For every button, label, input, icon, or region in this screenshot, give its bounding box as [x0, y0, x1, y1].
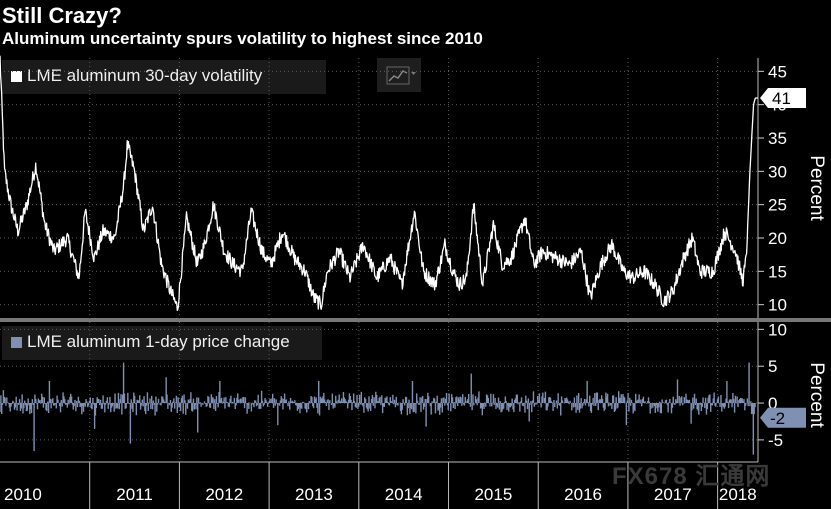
y-tick-label-top: 45 — [768, 62, 787, 81]
legend-swatch-volatility — [11, 71, 22, 82]
y-tick-label-bottom: 10 — [768, 320, 787, 339]
x-tick-label: 2015 — [474, 485, 512, 504]
y-axis-title-top: Percent — [806, 155, 827, 221]
last-value-badge-top — [760, 88, 806, 108]
legend-label-price-change: LME aluminum 1-day price change — [27, 332, 290, 351]
x-tick-label: 2014 — [385, 485, 423, 504]
y-tick-label-top: 30 — [768, 162, 787, 181]
x-tick-label: 2012 — [205, 485, 243, 504]
y-tick-label-top: 20 — [768, 229, 787, 248]
last-value-label-top: 41 — [772, 89, 791, 108]
x-tick-label: 2017 — [654, 485, 692, 504]
y-axis-title-bottom: Percent — [806, 362, 827, 428]
last-value-badge-bottom — [760, 407, 806, 428]
y-tick-label-bottom: -5 — [768, 431, 783, 450]
x-tick-label: 2018 — [719, 485, 757, 504]
x-tick-label: 2013 — [295, 485, 333, 504]
x-tick-label: 2016 — [564, 485, 602, 504]
y-tick-label-top: 35 — [768, 129, 787, 148]
chart-subtitle: Aluminum uncertainty spurs volatility to… — [2, 29, 483, 48]
series-line-volatility — [0, 55, 759, 312]
chart-type-icon[interactable] — [377, 58, 421, 92]
y-tick-label-bottom: 5 — [768, 357, 777, 376]
watermark-logo: FX678 汇通网 — [612, 463, 771, 490]
x-tick-label: 2011 — [116, 485, 153, 504]
legend-label-volatility: LME aluminum 30-day volatility — [27, 66, 263, 85]
legend-swatch-price-change — [11, 337, 22, 348]
legend-top — [2, 60, 326, 94]
y-tick-label-bottom: 0 — [768, 394, 777, 413]
x-tick-label: 2010 — [4, 485, 42, 504]
chart-title: Still Crazy? — [2, 3, 122, 28]
y-tick-label-top: 10 — [768, 296, 787, 315]
y-tick-label-top: 15 — [768, 262, 787, 281]
last-value-label-bottom: -2 — [770, 409, 785, 428]
y-tick-label-top: 25 — [768, 196, 787, 215]
panel-separator — [0, 318, 831, 322]
